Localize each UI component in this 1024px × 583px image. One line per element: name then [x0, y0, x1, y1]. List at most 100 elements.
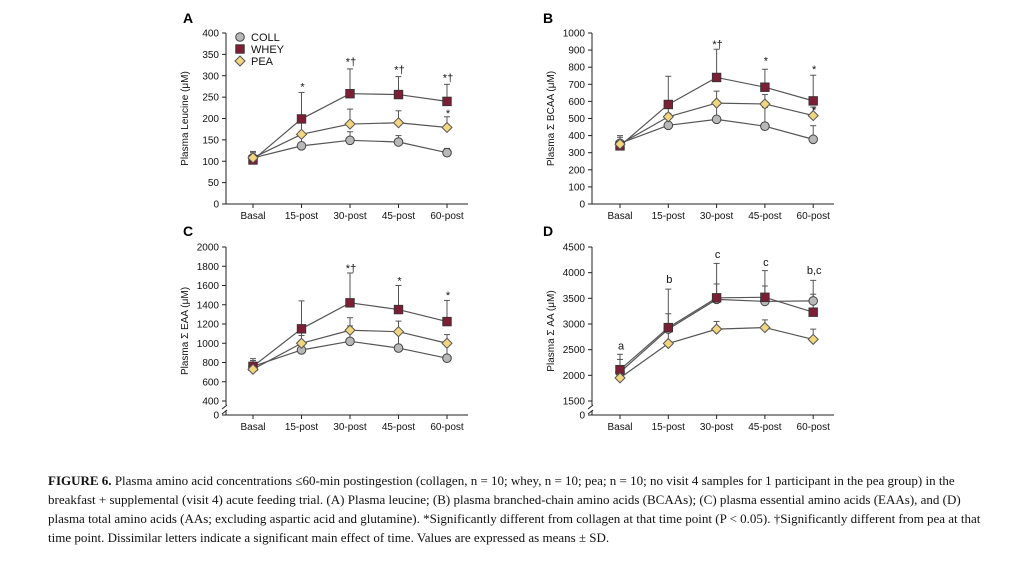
x-tick-label: 45-post [382, 422, 416, 433]
data-point-coll [442, 147, 452, 158]
data-point-coll [393, 343, 404, 353]
data-point-pea [392, 325, 405, 338]
significance-annotation: * [812, 64, 817, 76]
y-tick-label: 2500 [563, 345, 586, 356]
y-tick-label: 1000 [563, 29, 586, 40]
data-point-whey [345, 298, 355, 308]
y-axis-label: Plasma Σ AA (μM) [546, 290, 557, 371]
y-tick-label: 1800 [197, 262, 220, 273]
significance-annotation: a [618, 341, 625, 353]
significance-annotation: * [446, 290, 451, 302]
data-point-pea [662, 111, 675, 123]
y-tick-label: 0 [579, 200, 585, 211]
data-point-whey [663, 322, 674, 333]
panel-letter: B [543, 10, 553, 26]
panel-letter: C [183, 223, 193, 239]
series-line-coll [619, 298, 814, 373]
y-tick-label: 600 [202, 377, 219, 388]
significance-annotation: * [812, 105, 817, 117]
data-point-whey [442, 316, 452, 327]
data-point-whey [442, 96, 452, 107]
data-point-coll [442, 353, 452, 363]
legend-marker-coll [235, 32, 245, 42]
significance-annotation: b,c [807, 265, 822, 277]
y-tick-label: 150 [202, 135, 219, 146]
x-tick-label: 60-post [430, 422, 464, 433]
significance-annotation: *† [394, 64, 404, 76]
significance-annotation: * [446, 108, 451, 120]
data-point-whey [393, 304, 404, 315]
y-tick-label: 800 [568, 63, 585, 74]
y-tick-label: 0 [579, 411, 585, 422]
y-tick-label: 200 [202, 114, 219, 125]
data-point-coll [808, 296, 819, 306]
data-point-pea [247, 152, 259, 164]
chart-panel-c: C 0 400 600 800 1000 1200 1400 1600 1800 2000 Basal… [180, 223, 468, 433]
data-point-whey [711, 293, 722, 303]
data-point-pea [344, 118, 356, 130]
y-axis-label: Plasma Σ EAA (μM) [180, 287, 191, 375]
x-tick-label: 45-post [382, 211, 416, 222]
data-point-pea [441, 121, 453, 134]
data-point-pea [710, 97, 723, 109]
panel-letter: D [543, 223, 553, 239]
data-point-pea [441, 337, 453, 349]
data-point-coll [345, 336, 355, 347]
y-tick-label: 3000 [563, 320, 586, 331]
data-point-coll [711, 114, 722, 125]
x-tick-label: 15-post [652, 211, 686, 222]
legend-marker-pea [234, 55, 246, 67]
y-tick-label: 3500 [563, 294, 586, 305]
data-point-whey [711, 72, 722, 83]
significance-annotation: c [763, 257, 769, 269]
y-tick-label: 250 [202, 93, 219, 104]
y-tick-label: 2000 [197, 243, 220, 254]
data-point-pea [295, 337, 308, 349]
data-point-pea [344, 324, 356, 336]
x-tick-label: Basal [240, 211, 265, 222]
y-tick-label: 2000 [563, 371, 586, 382]
significance-annotation: *† [712, 39, 722, 51]
y-tick-label: 400 [202, 29, 219, 40]
y-tick-label: 1200 [197, 320, 220, 331]
significance-annotation: * [300, 81, 305, 93]
figure-caption: FIGURE 6. Plasma amino acid concentratio… [48, 471, 988, 547]
y-tick-label: 200 [568, 165, 585, 176]
data-point-coll [345, 135, 355, 146]
x-tick-label: 60-post [797, 422, 831, 433]
y-tick-label: 700 [568, 80, 585, 91]
data-point-pea [759, 321, 771, 334]
data-point-pea [614, 372, 626, 384]
data-point-pea [614, 138, 626, 150]
y-tick-label: 600 [568, 97, 585, 108]
x-tick-label: 30-post [700, 211, 734, 222]
caption-text: Plasma amino acid concentrations ≤60-min… [48, 473, 981, 545]
data-point-coll [296, 141, 307, 151]
data-point-whey [808, 96, 818, 106]
x-tick-label: 45-post [748, 211, 782, 222]
legend-label: PEA [251, 56, 274, 68]
significance-annotation: * [764, 55, 769, 67]
data-point-coll [808, 134, 819, 145]
panel-letter: A [183, 10, 193, 26]
data-point-pea [710, 323, 723, 335]
y-tick-label: 0 [213, 411, 219, 422]
x-tick-label: 15-post [285, 211, 319, 222]
data-point-whey [760, 292, 770, 303]
data-point-pea [807, 333, 819, 346]
y-tick-label: 300 [202, 71, 219, 82]
y-tick-label: 400 [568, 131, 585, 142]
chart-panel-b: B 0 100 200 300 400 500 600 700 800 900 1000 Basal 15… [543, 10, 834, 222]
y-tick-label: 400 [202, 397, 219, 408]
data-point-pea [247, 363, 259, 375]
y-axis-label: Plasma Leucine (μM) [180, 71, 191, 166]
x-tick-label: Basal [240, 422, 265, 433]
significance-annotation: *† [443, 72, 453, 84]
y-tick-label: 1000 [197, 339, 220, 350]
x-tick-label: 45-post [748, 422, 782, 433]
caption-label: FIGURE 6. [48, 473, 112, 488]
data-point-pea [662, 337, 675, 350]
y-tick-label: 900 [568, 46, 585, 57]
y-tick-label: 500 [568, 114, 585, 125]
